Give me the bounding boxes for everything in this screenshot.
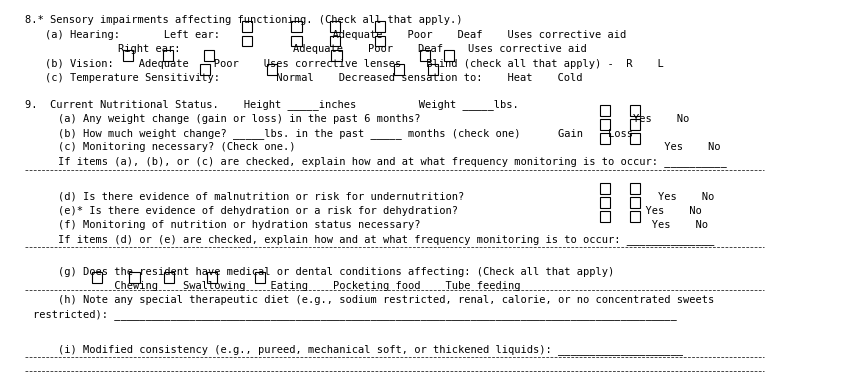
- Bar: [92, 272, 102, 283]
- Text: (g) Does the resident have medical or dental conditions affecting: (Check all th: (g) Does the resident have medical or de…: [33, 267, 614, 276]
- Bar: [292, 36, 302, 46]
- Bar: [255, 272, 265, 283]
- Bar: [129, 272, 139, 283]
- Text: (a) Hearing:       Left ear:                  Adequate    Poor    Deaf    Uses c: (a) Hearing: Left ear: Adequate Poor Dea…: [44, 30, 626, 40]
- Bar: [600, 133, 610, 144]
- Text: (h) Note any special therapeutic diet (e.g., sodium restricted, renal, calorie, : (h) Note any special therapeutic diet (e…: [33, 295, 714, 305]
- Text: (i) Modified consistency (e.g., pureed, mechanical soft, or thickened liquids): : (i) Modified consistency (e.g., pureed, …: [33, 344, 683, 355]
- Bar: [207, 272, 217, 283]
- Text: (f) Monitoring of nutrition or hydration status necessary?                      : (f) Monitoring of nutrition or hydration…: [33, 220, 708, 230]
- Bar: [163, 50, 173, 60]
- Bar: [600, 105, 610, 115]
- Bar: [420, 50, 430, 60]
- Text: Chewing    Swallowing    Eating    Pocketing food    Tube feeding: Chewing Swallowing Eating Pocketing food…: [33, 281, 520, 291]
- Bar: [428, 64, 439, 75]
- Bar: [630, 119, 640, 130]
- Bar: [444, 50, 454, 60]
- Bar: [332, 50, 342, 60]
- Bar: [204, 50, 214, 60]
- Text: restricted): ___________________________________________________________________: restricted): ___________________________…: [33, 309, 677, 320]
- Bar: [267, 64, 277, 75]
- Bar: [630, 133, 640, 144]
- Text: (a) Any weight change (gain or loss) in the past 6 months?                      : (a) Any weight change (gain or loss) in …: [33, 113, 689, 123]
- Text: (c) Monitoring necessary? (Check one.)                                          : (c) Monitoring necessary? (Check one.): [33, 142, 720, 152]
- Text: (b) Vision:    Adequate    Poor    Uses corrective lenses    Blind (check all th: (b) Vision: Adequate Poor Uses correctiv…: [44, 59, 663, 68]
- Bar: [630, 197, 640, 208]
- Bar: [600, 119, 610, 130]
- Text: If items (a), (b), or (c) are checked, explain how and at what frequency monitor: If items (a), (b), or (c) are checked, e…: [33, 156, 727, 167]
- Bar: [375, 21, 385, 32]
- Bar: [600, 197, 610, 208]
- Bar: [394, 64, 404, 75]
- Text: (d) Is there evidence of malnutrition or risk for undernutrition?               : (d) Is there evidence of malnutrition or…: [33, 192, 714, 202]
- Bar: [201, 64, 211, 75]
- Bar: [123, 50, 133, 60]
- Text: (c) Temperature Sensitivity:         Normal    Decreased sensation to:    Heat  : (c) Temperature Sensitivity: Normal Decr…: [44, 73, 582, 83]
- Bar: [630, 183, 640, 194]
- Bar: [242, 21, 252, 32]
- Bar: [630, 105, 640, 115]
- Bar: [242, 36, 252, 46]
- Bar: [330, 36, 340, 46]
- Text: If items (d) or (e) are checked, explain how and at what frequency monitoring is: If items (d) or (e) are checked, explain…: [33, 234, 714, 245]
- Text: 8.* Sensory impairments affecting functioning. (Check all that apply.): 8.* Sensory impairments affecting functi…: [25, 15, 462, 25]
- Text: Right ear:                  Adequate    Poor    Deaf    Uses corrective aid: Right ear: Adequate Poor Deaf Uses corre…: [117, 45, 586, 55]
- Bar: [292, 21, 302, 32]
- Bar: [600, 211, 610, 222]
- Text: (e)* Is there evidence of dehydration or a risk for dehydration?                : (e)* Is there evidence of dehydration or…: [33, 206, 701, 216]
- Bar: [164, 272, 174, 283]
- Bar: [600, 183, 610, 194]
- Bar: [630, 211, 640, 222]
- Text: (b) How much weight change? _____lbs. in the past _____ months (check one)      : (b) How much weight change? _____lbs. in…: [33, 128, 632, 139]
- Text: 9.  Current Nutritional Status.    Height _____inches          Weight _____lbs.: 9. Current Nutritional Status. Height __…: [25, 99, 518, 110]
- Bar: [375, 36, 385, 46]
- Bar: [330, 21, 340, 32]
